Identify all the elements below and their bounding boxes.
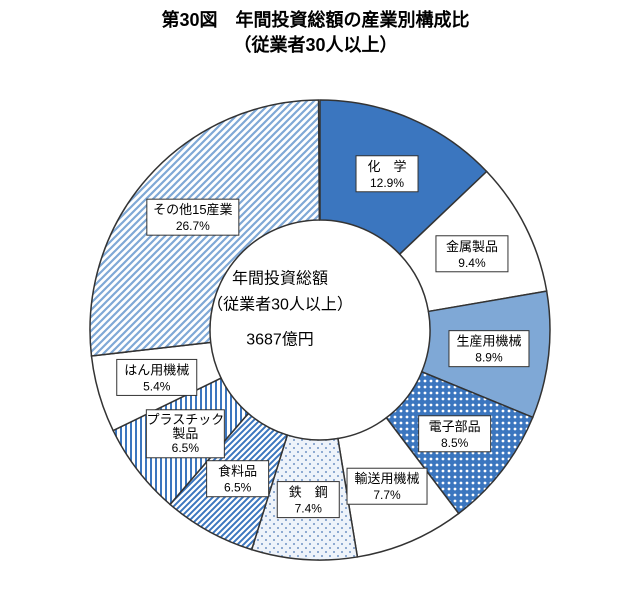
donut-svg: 化 学12.9%金属製品9.4%生産用機械8.9%電子部品8.5%輸送用機械7.…	[40, 70, 600, 590]
chart-title: 第30図 年間投資総額の産業別構成比 （従業者30人以上）	[0, 8, 631, 58]
slice	[90, 100, 319, 356]
donut-chart: 化 学12.9%金属製品9.4%生産用機械8.9%電子部品8.5%輸送用機械7.…	[40, 70, 520, 550]
title-line1: 第30図 年間投資総額の産業別構成比	[161, 10, 469, 30]
title-line2: （従業者30人以上）	[233, 35, 397, 55]
donut-slices	[90, 100, 550, 560]
chart-container: 第30図 年間投資総額の産業別構成比 （従業者30人以上）	[0, 0, 631, 599]
